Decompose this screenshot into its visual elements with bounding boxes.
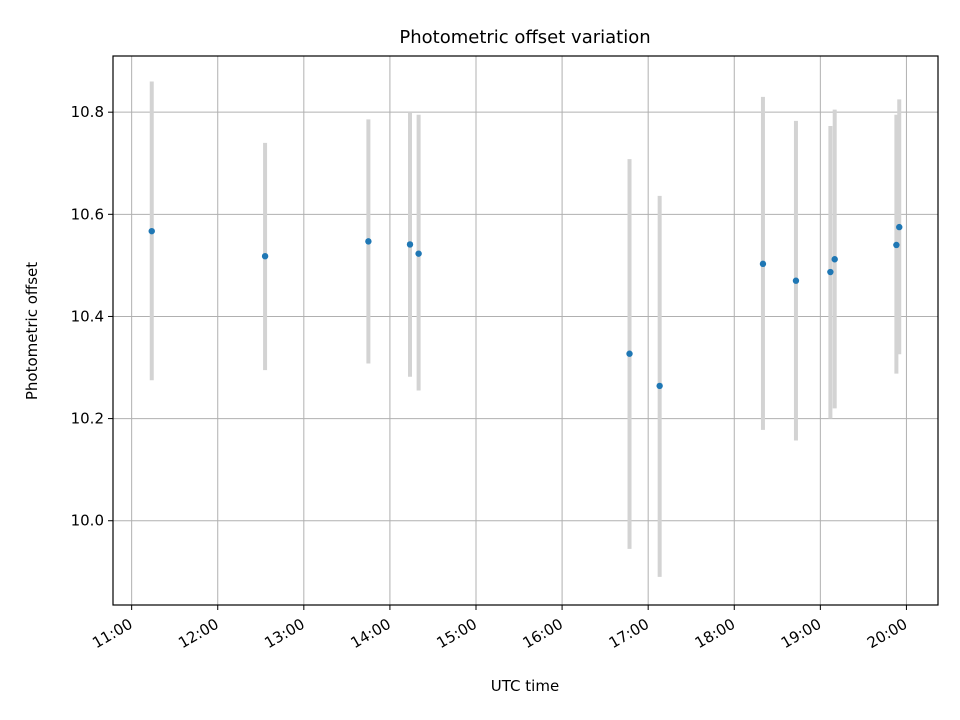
data-point [415, 250, 422, 257]
data-point [893, 241, 900, 249]
data-point [792, 277, 800, 284]
data-point [656, 382, 663, 390]
y-tick-label: 10.2 [71, 410, 104, 428]
y-axis-title: Photometric offset [23, 262, 41, 400]
grid [113, 56, 938, 605]
data-point [896, 223, 903, 231]
data-point [827, 268, 834, 276]
chart-title: Photometric offset variation [399, 27, 650, 48]
data-point [626, 350, 633, 357]
data-point [365, 238, 372, 245]
y-tick-label: 10.0 [71, 512, 104, 530]
data-point [261, 252, 269, 260]
data-point [831, 256, 838, 263]
data-point [148, 227, 155, 235]
data-point [759, 260, 767, 268]
y-tick-label: 10.6 [71, 205, 104, 223]
x-axis-title: UTC time [491, 677, 559, 695]
y-tick-label: 10.4 [71, 307, 104, 325]
plot-area-frame [112, 55, 939, 606]
data-point [406, 241, 414, 248]
data-points [148, 223, 903, 390]
y-tick-label: 10.8 [71, 103, 104, 121]
y-axis: 10.0 10.2 10.4 10.6 10.8 [71, 103, 113, 530]
